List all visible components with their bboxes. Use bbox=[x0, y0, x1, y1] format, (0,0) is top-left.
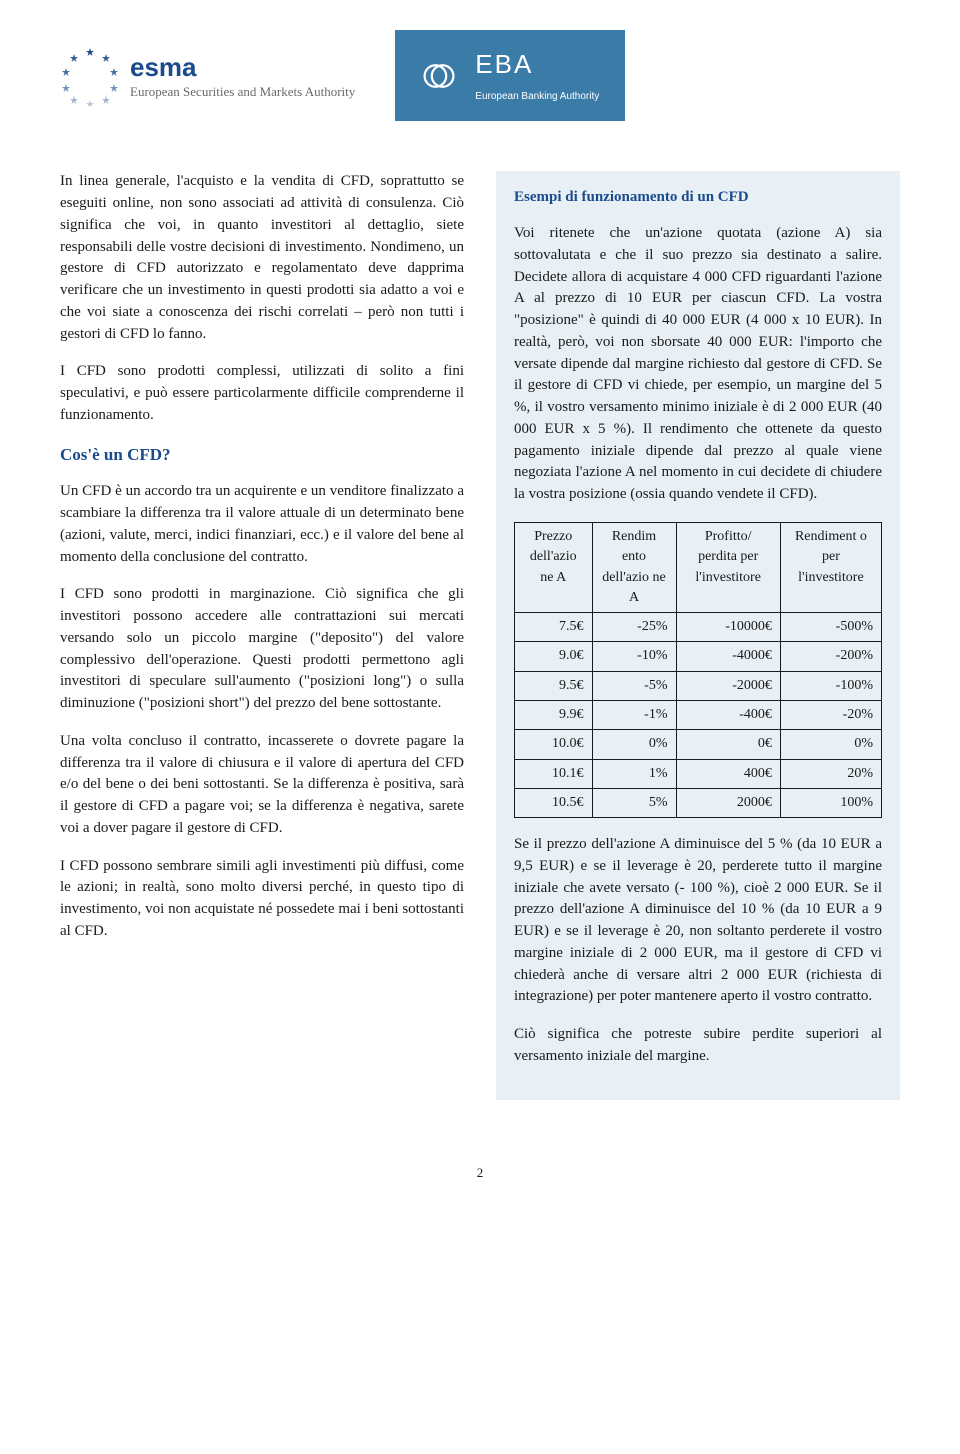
table-cell: -10000€ bbox=[676, 613, 780, 642]
page-number: 2 bbox=[60, 1164, 900, 1183]
paragraph: Una volta concluso il contratto, incasse… bbox=[60, 731, 464, 840]
eba-name: EBA bbox=[475, 46, 599, 84]
table-cell: 5% bbox=[592, 788, 676, 817]
table-row: 9.0€-10%-4000€-200% bbox=[515, 642, 882, 671]
paragraph: Voi ritenete che un'azione quotata (azio… bbox=[514, 223, 882, 506]
eba-text: EBA European Banking Authority bbox=[475, 46, 599, 105]
table-cell: 10.1€ bbox=[515, 759, 593, 788]
table-cell: 400€ bbox=[676, 759, 780, 788]
table-cell: -4000€ bbox=[676, 642, 780, 671]
eba-logo: EBA European Banking Authority bbox=[395, 30, 625, 121]
left-column: In linea generale, l'acquisto e la vendi… bbox=[60, 171, 464, 1113]
table-cell: 0% bbox=[780, 730, 881, 759]
table-cell: -500% bbox=[780, 613, 881, 642]
document-header: esma European Securities and Markets Aut… bbox=[60, 30, 900, 121]
table-cell: -10% bbox=[592, 642, 676, 671]
table-row: 10.0€0%0€0% bbox=[515, 730, 882, 759]
paragraph: I CFD possono sembrare simili agli inves… bbox=[60, 856, 464, 943]
table-header: Rendim ento dell'azio ne A bbox=[592, 522, 676, 612]
table-cell: -100% bbox=[780, 671, 881, 700]
table-cell: 10.0€ bbox=[515, 730, 593, 759]
table-cell: 20% bbox=[780, 759, 881, 788]
table-cell: 7.5€ bbox=[515, 613, 593, 642]
table-cell: -200% bbox=[780, 642, 881, 671]
esma-text: esma European Securities and Markets Aut… bbox=[130, 52, 355, 99]
esma-logo: esma European Securities and Markets Aut… bbox=[60, 46, 355, 106]
paragraph: In linea generale, l'acquisto e la vendi… bbox=[60, 171, 464, 345]
content-columns: In linea generale, l'acquisto e la vendi… bbox=[60, 171, 900, 1113]
eba-subtitle: European Banking Authority bbox=[475, 91, 599, 102]
paragraph: Ciò significa che potreste subire perdit… bbox=[514, 1024, 882, 1068]
table-cell: -2000€ bbox=[676, 671, 780, 700]
paragraph: Un CFD è un accordo tra un acquirente e … bbox=[60, 481, 464, 568]
table-cell: 100% bbox=[780, 788, 881, 817]
table-row: 10.5€5%2000€100% bbox=[515, 788, 882, 817]
paragraph: I CFD sono prodotti in marginazione. Ciò… bbox=[60, 584, 464, 715]
eba-rings-icon bbox=[421, 58, 457, 94]
table-cell: 2000€ bbox=[676, 788, 780, 817]
table-cell: -25% bbox=[592, 613, 676, 642]
paragraph: I CFD sono prodotti complessi, utilizzat… bbox=[60, 361, 464, 426]
table-cell: 9.5€ bbox=[515, 671, 593, 700]
table-header: Profitto/ perdita per l'investitore bbox=[676, 522, 780, 612]
table-cell: 1% bbox=[592, 759, 676, 788]
section-heading: Cos'è un CFD? bbox=[60, 443, 464, 468]
cfd-table: Prezzo dell'azio ne A Rendim ento dell'a… bbox=[514, 522, 882, 818]
paragraph: Se il prezzo dell'azione A diminuisce de… bbox=[514, 834, 882, 1008]
table-header-row: Prezzo dell'azio ne A Rendim ento dell'a… bbox=[515, 522, 882, 612]
table-cell: 0% bbox=[592, 730, 676, 759]
table-cell: 0€ bbox=[676, 730, 780, 759]
table-cell: -20% bbox=[780, 701, 881, 730]
table-row: 7.5€-25%-10000€-500% bbox=[515, 613, 882, 642]
table-cell: 9.0€ bbox=[515, 642, 593, 671]
table-row: 9.5€-5%-2000€-100% bbox=[515, 671, 882, 700]
esma-subtitle: European Securities and Markets Authorit… bbox=[130, 84, 355, 99]
table-cell: -400€ bbox=[676, 701, 780, 730]
esma-name: esma bbox=[130, 52, 355, 83]
table-header: Rendiment o per l'investitore bbox=[780, 522, 881, 612]
table-row: 9.9€-1%-400€-20% bbox=[515, 701, 882, 730]
table-cell: 9.9€ bbox=[515, 701, 593, 730]
example-box-title: Esempi di funzionamento di un CFD bbox=[514, 187, 882, 209]
right-column: Esempi di funzionamento di un CFD Voi ri… bbox=[496, 171, 900, 1113]
table-cell: -5% bbox=[592, 671, 676, 700]
esma-icon bbox=[60, 46, 120, 106]
table-cell: -1% bbox=[592, 701, 676, 730]
table-row: 10.1€1%400€20% bbox=[515, 759, 882, 788]
table-header: Prezzo dell'azio ne A bbox=[515, 522, 593, 612]
table-cell: 10.5€ bbox=[515, 788, 593, 817]
example-box: Esempi di funzionamento di un CFD Voi ri… bbox=[496, 171, 900, 1099]
